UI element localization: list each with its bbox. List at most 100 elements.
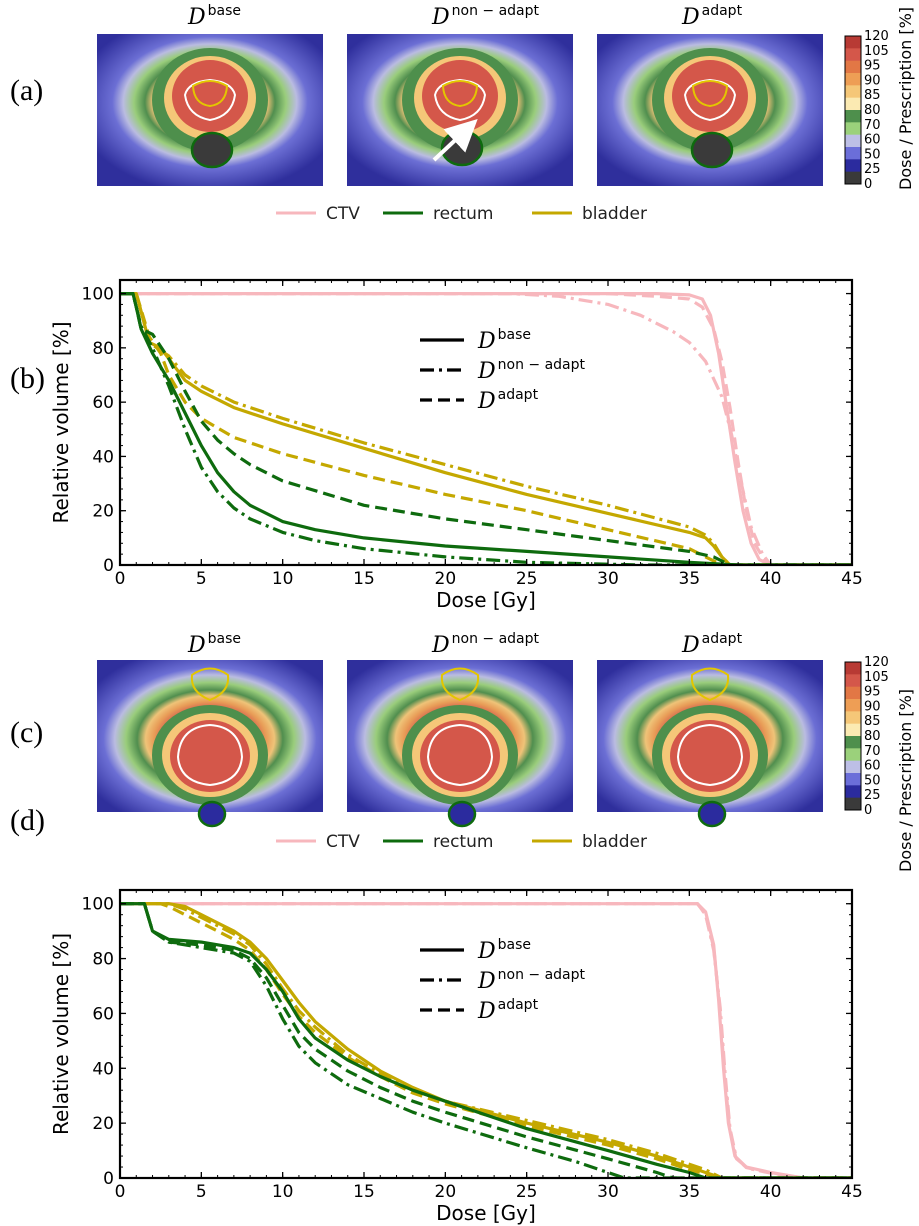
colorbar-swatch bbox=[845, 60, 861, 74]
dvh-line-bladder-base bbox=[120, 902, 852, 1178]
y-tick-label: 100 bbox=[82, 285, 114, 305]
dvh-line-ctv-non-adapt bbox=[120, 292, 852, 565]
colorbar-tick-label: 70 bbox=[864, 744, 881, 759]
dvh-line-ctv-non-adapt bbox=[120, 902, 852, 1178]
y-tick-label: 80 bbox=[92, 339, 114, 359]
x-tick-label: 30 bbox=[597, 569, 619, 589]
plot-frame bbox=[118, 278, 854, 567]
x-tick-label: 35 bbox=[679, 569, 701, 589]
legend-ctv-a: CTV bbox=[326, 204, 360, 224]
colorbar-swatch bbox=[845, 760, 861, 774]
y-tick-label: 0 bbox=[103, 556, 114, 576]
dose-image-a-non-adapt bbox=[347, 34, 573, 186]
arrow-icon bbox=[432, 119, 478, 162]
structure-legend-a: CTV rectum bladder bbox=[276, 204, 647, 224]
colorbar-tick-label: 0 bbox=[864, 177, 872, 192]
colorbar-tick-label: 95 bbox=[864, 685, 881, 700]
dvh-line-rectum-adapt bbox=[120, 902, 852, 1178]
colorbar-swatch bbox=[845, 110, 861, 123]
colorbar-tick-label: 60 bbox=[864, 759, 881, 774]
x-axis-label: Dose [Gy] bbox=[436, 588, 536, 612]
colorbar-swatch bbox=[845, 711, 861, 725]
colorbar-swatch bbox=[845, 36, 861, 49]
colorbar-tick-label: 85 bbox=[864, 88, 881, 103]
plot-frame bbox=[118, 888, 854, 1180]
y-axis-label: Relative volume [%] bbox=[49, 933, 73, 1135]
colorbar-swatch bbox=[845, 134, 861, 148]
colorbar-tick-label: 80 bbox=[864, 103, 881, 118]
y-tick-label: 40 bbox=[92, 447, 114, 467]
panel-label-d: (d) bbox=[10, 804, 45, 837]
colorbar-swatch bbox=[845, 122, 861, 136]
dvh-line-bladder-non-adapt bbox=[120, 292, 852, 565]
dvh-line-ctv-adapt bbox=[120, 292, 852, 565]
dvh-line-bladder-adapt bbox=[120, 902, 852, 1178]
dose-image-c-non-adapt bbox=[347, 660, 573, 828]
dvh-line-bladder-adapt bbox=[120, 292, 852, 565]
dvh-line-rectum-base bbox=[120, 902, 852, 1178]
colorbar-tick-label: 25 bbox=[864, 162, 881, 177]
x-tick-label: 25 bbox=[516, 569, 538, 589]
dose-image-c-adapt bbox=[597, 660, 823, 828]
colorbar-swatch bbox=[845, 85, 861, 99]
colorbar-tick-label: 70 bbox=[864, 118, 881, 133]
x-tick-label: 5 bbox=[196, 569, 207, 589]
colorbar-tick-label: 50 bbox=[864, 773, 881, 788]
colorbar-label-c: Dose / Prescription [%] bbox=[896, 689, 915, 872]
legend-rectum-a: rectum bbox=[433, 204, 493, 224]
colorbar-swatch bbox=[845, 97, 861, 111]
x-tick-label: 20 bbox=[435, 569, 457, 589]
x-axis-label: Dose [Gy] bbox=[436, 1201, 536, 1225]
colorbar-tick-label: 95 bbox=[864, 59, 881, 74]
colorbar-tick-label: 60 bbox=[864, 133, 881, 148]
x-tick-label: 20 bbox=[435, 1182, 457, 1202]
colorbar-swatch bbox=[845, 48, 861, 62]
legend-rectum-c: rectum bbox=[433, 832, 493, 852]
colorbar-tick-label: 90 bbox=[864, 73, 881, 88]
colorbar-swatch bbox=[845, 147, 861, 160]
colorbar-tick-label: 85 bbox=[864, 714, 881, 729]
dose-image-c-base bbox=[97, 660, 323, 828]
x-tick-label: 10 bbox=[272, 569, 294, 589]
colorbar-tick-label: 80 bbox=[864, 729, 881, 744]
panel-label-b: (b) bbox=[10, 362, 45, 395]
colorbar-tick-label: 105 bbox=[864, 44, 889, 59]
y-tick-label: 20 bbox=[92, 502, 114, 522]
dvh-plot-b: 0 5 10 15 20 25 30 35 40 45 0 20 40 60 80 100 Dose [Gy] R… bbox=[49, 278, 863, 612]
colorbar-swatch bbox=[845, 736, 861, 749]
dose-image-a-adapt bbox=[597, 34, 823, 186]
panel-label-a: (a) bbox=[10, 74, 43, 107]
dvh-line-rectum-non-adapt bbox=[120, 902, 852, 1178]
colorbar-swatch bbox=[845, 773, 861, 786]
dvh-plot-d: 0 5 10 15 20 25 30 35 40 45 0 20 40 60 80 100 Dose [Gy] R… bbox=[49, 888, 863, 1225]
y-tick-label: 80 bbox=[92, 950, 114, 970]
legend-bladder-c: bladder bbox=[582, 832, 647, 852]
legend-bladder-a: bladder bbox=[582, 204, 647, 224]
x-tick-label: 30 bbox=[597, 1182, 619, 1202]
colorbar-swatch bbox=[845, 797, 861, 811]
colorbar-tick-label: 120 bbox=[864, 655, 889, 670]
dvh-line-ctv-adapt bbox=[120, 902, 852, 1178]
colorbar-swatch bbox=[845, 699, 861, 712]
dvh-line-rectum-base bbox=[120, 292, 852, 565]
dvh-line-rectum-adapt bbox=[120, 292, 852, 565]
colorbar-tick-label: 90 bbox=[864, 699, 881, 714]
x-tick-label: 0 bbox=[115, 1182, 126, 1202]
colorbar-tick-label: 25 bbox=[864, 788, 881, 803]
x-tick-label: 10 bbox=[272, 1182, 294, 1202]
x-tick-label: 40 bbox=[760, 1182, 782, 1202]
y-tick-label: 20 bbox=[92, 1114, 114, 1134]
legend-ctv-c: CTV bbox=[326, 832, 360, 852]
x-tick-label: 35 bbox=[679, 1182, 701, 1202]
structure-legend-c: CTV rectum bladder bbox=[276, 832, 647, 852]
